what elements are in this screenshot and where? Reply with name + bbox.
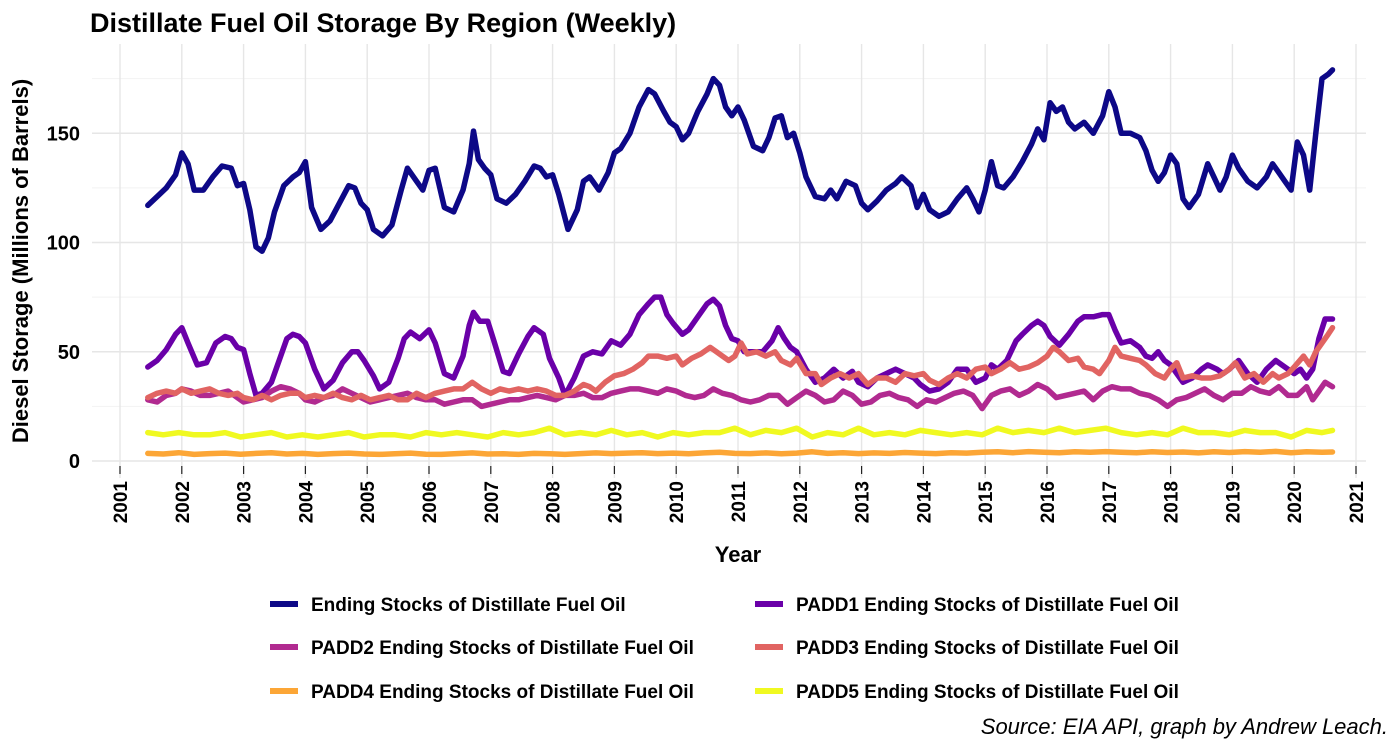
x-tick-label: 2021 xyxy=(1347,481,1368,524)
source-caption: Source: EIA API, graph by Andrew Leach. xyxy=(981,714,1388,739)
y-axis-title: Diesel Storage (Millions of Barrels) xyxy=(8,79,33,443)
x-tick-label: 2002 xyxy=(173,481,194,523)
x-tick-label: 2011 xyxy=(729,481,750,523)
x-tick-label: 2015 xyxy=(976,481,997,524)
legend-label-0: Ending Stocks of Distillate Fuel Oil xyxy=(311,595,626,616)
series-line-5 xyxy=(145,425,1336,440)
x-tick-label: 2010 xyxy=(667,481,688,523)
legend-label-1: PADD1 Ending Stocks of Distillate Fuel O… xyxy=(796,595,1179,616)
y-tick-label: 50 xyxy=(58,342,80,364)
x-tick-label: 2003 xyxy=(235,481,256,523)
x-tick-label: 2020 xyxy=(1285,481,1306,523)
x-axis-title: Year xyxy=(715,542,762,567)
x-tick-label: 2007 xyxy=(482,481,503,523)
x-tick-label: 2018 xyxy=(1162,481,1183,523)
x-tick-label: 2017 xyxy=(1100,481,1121,523)
y-axis: 0 50 100 150 xyxy=(47,123,80,473)
y-tick-label: 150 xyxy=(47,123,80,145)
series-lines xyxy=(145,67,1336,458)
series-line-4 xyxy=(145,448,1336,458)
x-tick-label: 2019 xyxy=(1223,481,1244,523)
legend: Ending Stocks of Distillate Fuel Oil PADD… xyxy=(270,595,1179,703)
x-tick-label: 2014 xyxy=(914,481,935,524)
x-tick-label: 2004 xyxy=(296,481,317,524)
x-tick-label: 2008 xyxy=(544,481,565,523)
legend-label-5: PADD5 Ending Stocks of Distillate Fuel O… xyxy=(796,682,1179,703)
x-tick-label: 2016 xyxy=(1038,481,1059,523)
x-tick-label: 2006 xyxy=(420,481,441,523)
series-line-0 xyxy=(145,67,1336,254)
x-tick-label: 2005 xyxy=(358,481,379,524)
y-tick-label: 0 xyxy=(69,451,80,473)
y-tick-label: 100 xyxy=(47,233,80,255)
legend-label-4: PADD4 Ending Stocks of Distillate Fuel O… xyxy=(311,682,694,703)
series-line-2 xyxy=(145,379,1336,412)
x-tick-label: 2013 xyxy=(853,481,874,523)
legend-label-2: PADD2 Ending Stocks of Distillate Fuel O… xyxy=(311,638,694,659)
chart-title: Distillate Fuel Oil Storage By Region (W… xyxy=(90,8,676,38)
legend-label-3: PADD3 Ending Stocks of Distillate Fuel O… xyxy=(796,638,1179,659)
series-line-1 xyxy=(145,294,1336,399)
x-tick-label: 2001 xyxy=(111,481,132,524)
x-tick-label: 2012 xyxy=(791,481,812,523)
x-tick-label: 2009 xyxy=(605,481,626,523)
series-line-3 xyxy=(145,324,1336,403)
x-axis: 2001 2002 2003 2004 2005 2006 2007 2008 2009 2010… xyxy=(111,466,1368,523)
